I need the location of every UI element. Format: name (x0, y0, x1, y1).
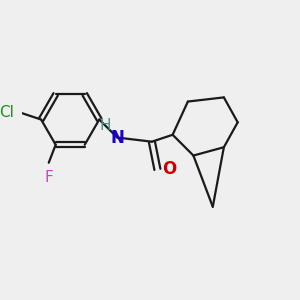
Text: F: F (44, 169, 53, 184)
Text: H: H (99, 118, 111, 133)
Text: O: O (162, 160, 176, 178)
Text: Cl: Cl (0, 105, 14, 120)
Text: N: N (110, 128, 124, 146)
